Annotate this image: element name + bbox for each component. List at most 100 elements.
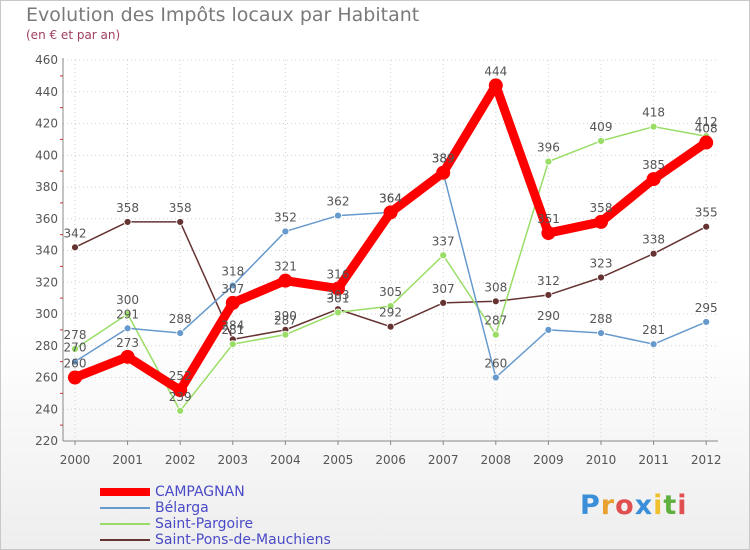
y-tick-label: 360 [35,212,58,226]
x-tick-label: 2001 [112,453,143,467]
logo-letter: r [600,490,616,521]
data-point [649,122,658,131]
data-point [334,308,342,317]
data-point [123,310,132,318]
data-label: 284 [221,318,244,332]
data-label: 307 [221,282,244,296]
legend-swatch [100,523,150,525]
legend-swatch [100,539,150,541]
data-label: 385 [642,158,665,172]
y-tick-label: 440 [35,85,58,99]
data-label: 355 [695,206,718,220]
data-point [702,318,711,326]
proxiti-logo: Proxiti [580,490,688,521]
data-label: 362 [327,195,350,209]
data-point [597,329,605,337]
data-point [228,340,237,349]
data-label: 364 [379,191,402,205]
x-tick-label: 2011 [638,453,669,467]
data-label: 273 [116,336,139,350]
data-label: 270 [64,341,87,355]
data-point [544,325,553,334]
data-point [281,330,290,339]
data-point [544,291,553,299]
data-label: 418 [642,106,665,120]
data-point [68,370,82,385]
data-label: 342 [64,226,87,240]
y-tick-label: 460 [35,53,58,67]
logo-letter: o [615,490,635,521]
data-label: 288 [590,312,613,326]
y-tick-label: 400 [35,148,58,162]
data-point [123,324,132,333]
data-label: 287 [274,314,297,328]
y-tick-label: 260 [35,371,58,385]
x-tick-label: 2002 [165,453,196,467]
logo-letter: i [653,490,664,521]
data-label: 239 [169,390,192,404]
logo-letter: P [580,490,601,521]
data-point [488,78,503,93]
data-point [491,373,500,382]
logo-letter: i [677,490,688,521]
data-point [386,302,395,310]
data-label: 444 [484,64,507,78]
data-point [120,349,135,364]
data-label: 292 [379,306,402,320]
data-label: 358 [590,201,613,215]
data-label: 281 [221,323,244,337]
data-point [597,273,605,282]
data-label: 308 [484,280,507,294]
data-label: 281 [642,323,665,337]
data-label: 290 [537,309,560,323]
x-tick-label: 2008 [481,453,512,467]
data-point [649,340,658,349]
data-label: 307 [432,282,455,296]
logo-letter: t [663,490,678,521]
data-label: 318 [221,264,244,278]
data-label: 321 [274,260,297,274]
y-tick-label: 240 [35,402,58,416]
y-tick-label: 280 [35,339,58,353]
x-tick-label: 2012 [691,453,722,467]
data-point [436,165,451,180]
data-point [386,322,395,331]
legend-swatch [100,488,150,496]
data-label: 300 [116,293,139,307]
data-label: 301 [327,291,350,305]
data-label: 323 [590,256,613,270]
data-point [439,251,448,260]
data-point [702,222,711,231]
data-point [278,273,293,288]
data-label: 364 [379,191,402,205]
chart-title: Evolution des Impôts locaux par Habitant [26,4,420,26]
data-point [646,172,661,187]
data-label: 396 [537,141,560,155]
data-point [123,218,132,226]
data-label: 252 [169,369,192,383]
x-tick-label: 2004 [270,453,301,467]
data-label: 338 [642,233,665,247]
y-tick-label: 300 [35,307,58,321]
y-tick-label: 220 [35,434,58,448]
data-label: 291 [116,307,139,321]
data-point [439,298,448,307]
data-point [334,211,342,220]
data-label: 303 [327,288,350,302]
legend-label: CAMPAGNAN [155,484,245,500]
data-point [649,249,658,258]
data-point [71,357,79,366]
data-label: 305 [379,285,402,299]
data-label: 312 [537,274,560,288]
x-tick-label: 2000 [60,453,91,467]
data-point [71,345,79,353]
data-point [699,135,714,150]
x-tick-label: 2009 [533,453,564,467]
data-label: 278 [64,328,87,342]
data-point [176,329,185,337]
data-label: 409 [590,120,613,134]
chart-subtitle: (en € et par an) [26,28,121,42]
y-tick-label: 320 [35,275,58,289]
data-label: 260 [64,357,87,371]
